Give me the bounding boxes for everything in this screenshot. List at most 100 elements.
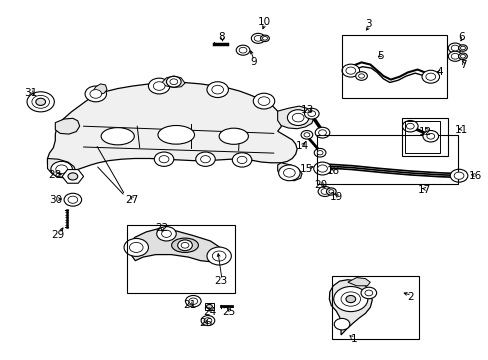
Circle shape — [129, 242, 143, 252]
Circle shape — [85, 86, 106, 102]
Circle shape — [253, 93, 274, 109]
Circle shape — [157, 226, 176, 241]
Text: 21: 21 — [183, 300, 196, 310]
Bar — [331, 276, 418, 338]
Text: 14: 14 — [295, 141, 308, 151]
Circle shape — [426, 134, 434, 139]
Circle shape — [68, 196, 78, 203]
Circle shape — [90, 90, 102, 98]
Text: 17: 17 — [417, 185, 430, 195]
Text: 25: 25 — [222, 307, 235, 316]
Circle shape — [313, 162, 330, 175]
Polygon shape — [47, 158, 76, 178]
Circle shape — [341, 64, 359, 77]
Polygon shape — [160, 76, 184, 87]
Text: 16: 16 — [468, 171, 481, 181]
Circle shape — [177, 240, 192, 251]
Circle shape — [161, 230, 171, 237]
Circle shape — [200, 156, 210, 163]
Text: 9: 9 — [249, 57, 256, 67]
Circle shape — [340, 292, 360, 306]
Text: 12: 12 — [418, 127, 431, 136]
Circle shape — [422, 131, 438, 142]
Text: 11: 11 — [454, 125, 467, 135]
Circle shape — [450, 45, 458, 51]
Circle shape — [358, 74, 364, 78]
Circle shape — [318, 130, 326, 135]
Text: 2: 2 — [406, 292, 413, 302]
Bar — [316, 135, 457, 184]
Circle shape — [203, 318, 211, 323]
Text: 4: 4 — [435, 67, 442, 77]
Bar — [401, 118, 447, 156]
Text: 26: 26 — [199, 319, 212, 328]
Polygon shape — [92, 84, 107, 95]
Circle shape — [402, 121, 417, 132]
Circle shape — [460, 46, 465, 50]
Circle shape — [154, 152, 173, 166]
Text: 6: 6 — [457, 32, 464, 41]
Ellipse shape — [219, 128, 248, 144]
Circle shape — [254, 36, 262, 41]
Circle shape — [314, 148, 325, 157]
Circle shape — [458, 53, 467, 59]
Circle shape — [212, 251, 225, 261]
Bar — [127, 225, 234, 293]
Text: 28: 28 — [49, 170, 62, 180]
Circle shape — [36, 98, 45, 105]
Text: 1: 1 — [350, 333, 357, 343]
Text: 5: 5 — [376, 51, 383, 61]
Circle shape — [292, 113, 304, 122]
Polygon shape — [47, 82, 297, 173]
Polygon shape — [277, 163, 302, 181]
Circle shape — [458, 45, 467, 51]
Circle shape — [206, 247, 231, 265]
Circle shape — [318, 186, 331, 197]
Circle shape — [453, 172, 463, 179]
Text: 18: 18 — [326, 166, 339, 176]
Ellipse shape — [171, 238, 198, 252]
Circle shape — [307, 111, 315, 117]
Circle shape — [333, 319, 349, 330]
Bar — [204, 303, 214, 310]
Circle shape — [153, 82, 164, 90]
Circle shape — [460, 54, 465, 58]
Polygon shape — [277, 106, 313, 129]
Circle shape — [68, 173, 78, 180]
Circle shape — [447, 43, 461, 53]
Circle shape — [321, 189, 328, 194]
Circle shape — [304, 133, 309, 137]
Circle shape — [345, 296, 355, 303]
Circle shape — [317, 150, 323, 155]
Text: 7: 7 — [459, 60, 466, 70]
Circle shape — [355, 72, 366, 80]
Circle shape — [449, 169, 467, 182]
Text: 13: 13 — [301, 105, 314, 115]
Circle shape — [304, 108, 319, 119]
Text: 10: 10 — [257, 17, 270, 27]
Circle shape — [425, 73, 435, 80]
Circle shape — [287, 110, 308, 126]
Circle shape — [185, 296, 201, 307]
Circle shape — [148, 78, 169, 94]
Circle shape — [32, 95, 49, 108]
Circle shape — [317, 165, 327, 172]
Circle shape — [450, 53, 458, 59]
Circle shape — [211, 85, 223, 94]
Text: 30: 30 — [49, 195, 62, 206]
Circle shape — [51, 161, 72, 177]
Circle shape — [27, 92, 54, 112]
Circle shape — [56, 165, 67, 174]
Bar — [405, 121, 439, 153]
Circle shape — [406, 123, 413, 129]
Circle shape — [360, 287, 376, 299]
Circle shape — [328, 190, 333, 193]
Circle shape — [301, 131, 312, 139]
Circle shape — [260, 35, 269, 41]
Bar — [341, 35, 446, 98]
Circle shape — [278, 165, 300, 181]
Circle shape — [188, 298, 197, 305]
Circle shape — [364, 290, 372, 296]
Text: 15: 15 — [300, 164, 313, 174]
Text: 29: 29 — [52, 230, 65, 239]
